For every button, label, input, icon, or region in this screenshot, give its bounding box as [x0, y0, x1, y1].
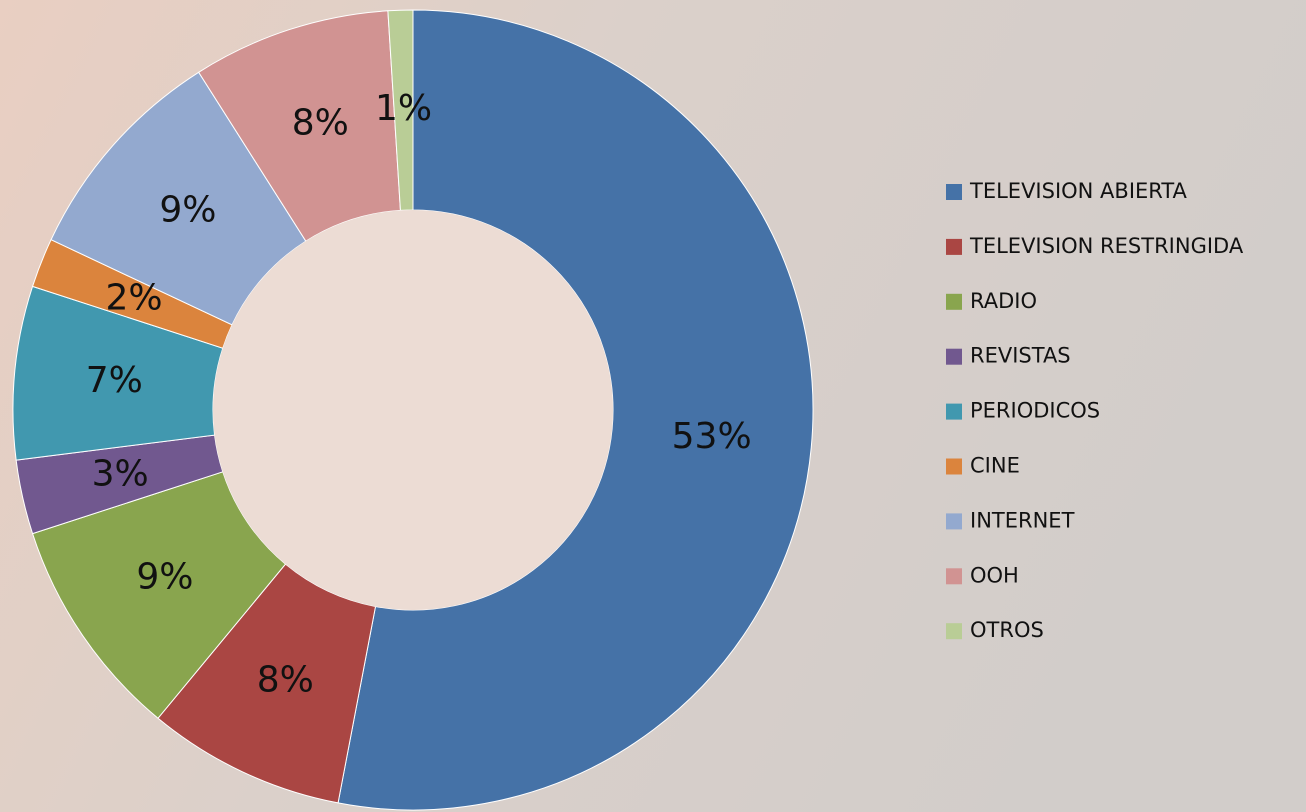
- data-labels: 53% 8% 9% 3% 7% 2% 9% 8% 1%: [86, 88, 752, 700]
- data-label: 2%: [106, 278, 163, 319]
- legend-label: CINE: [970, 454, 1020, 478]
- data-label: 1%: [375, 88, 432, 129]
- legend-swatch: [946, 293, 962, 310]
- legend-swatch: [946, 623, 962, 640]
- legend-label: RADIO: [970, 289, 1037, 313]
- data-label: 53%: [672, 416, 752, 457]
- legend-swatch: [946, 403, 962, 420]
- legend-swatch: [946, 458, 962, 475]
- data-label: 8%: [257, 659, 314, 700]
- data-label: 7%: [86, 360, 143, 401]
- legend-swatch: [946, 568, 962, 585]
- donut: [12, 9, 814, 811]
- legend-label: TELEVISION ABIERTA: [969, 179, 1188, 203]
- legend-swatch: [946, 513, 962, 530]
- legend-label: INTERNET: [970, 508, 1075, 532]
- data-label: 9%: [136, 557, 193, 598]
- donut-hole: [213, 210, 613, 610]
- legend-label: TELEVISION RESTRINGIDA: [969, 234, 1244, 258]
- legend-label: PERIODICOS: [970, 399, 1100, 423]
- legend-label: OTROS: [970, 618, 1044, 642]
- legend-label: OOH: [970, 563, 1019, 587]
- data-label: 9%: [159, 190, 216, 231]
- legend-swatch: [946, 348, 962, 365]
- legend-label: REVISTAS: [970, 344, 1071, 368]
- legend-swatch: [946, 184, 962, 200]
- data-label: 3%: [92, 453, 149, 494]
- legend-swatch: [946, 238, 962, 255]
- legend: TELEVISION ABIERTA TELEVISION RESTRINGIDA…: [946, 179, 1244, 642]
- data-label: 8%: [292, 103, 349, 144]
